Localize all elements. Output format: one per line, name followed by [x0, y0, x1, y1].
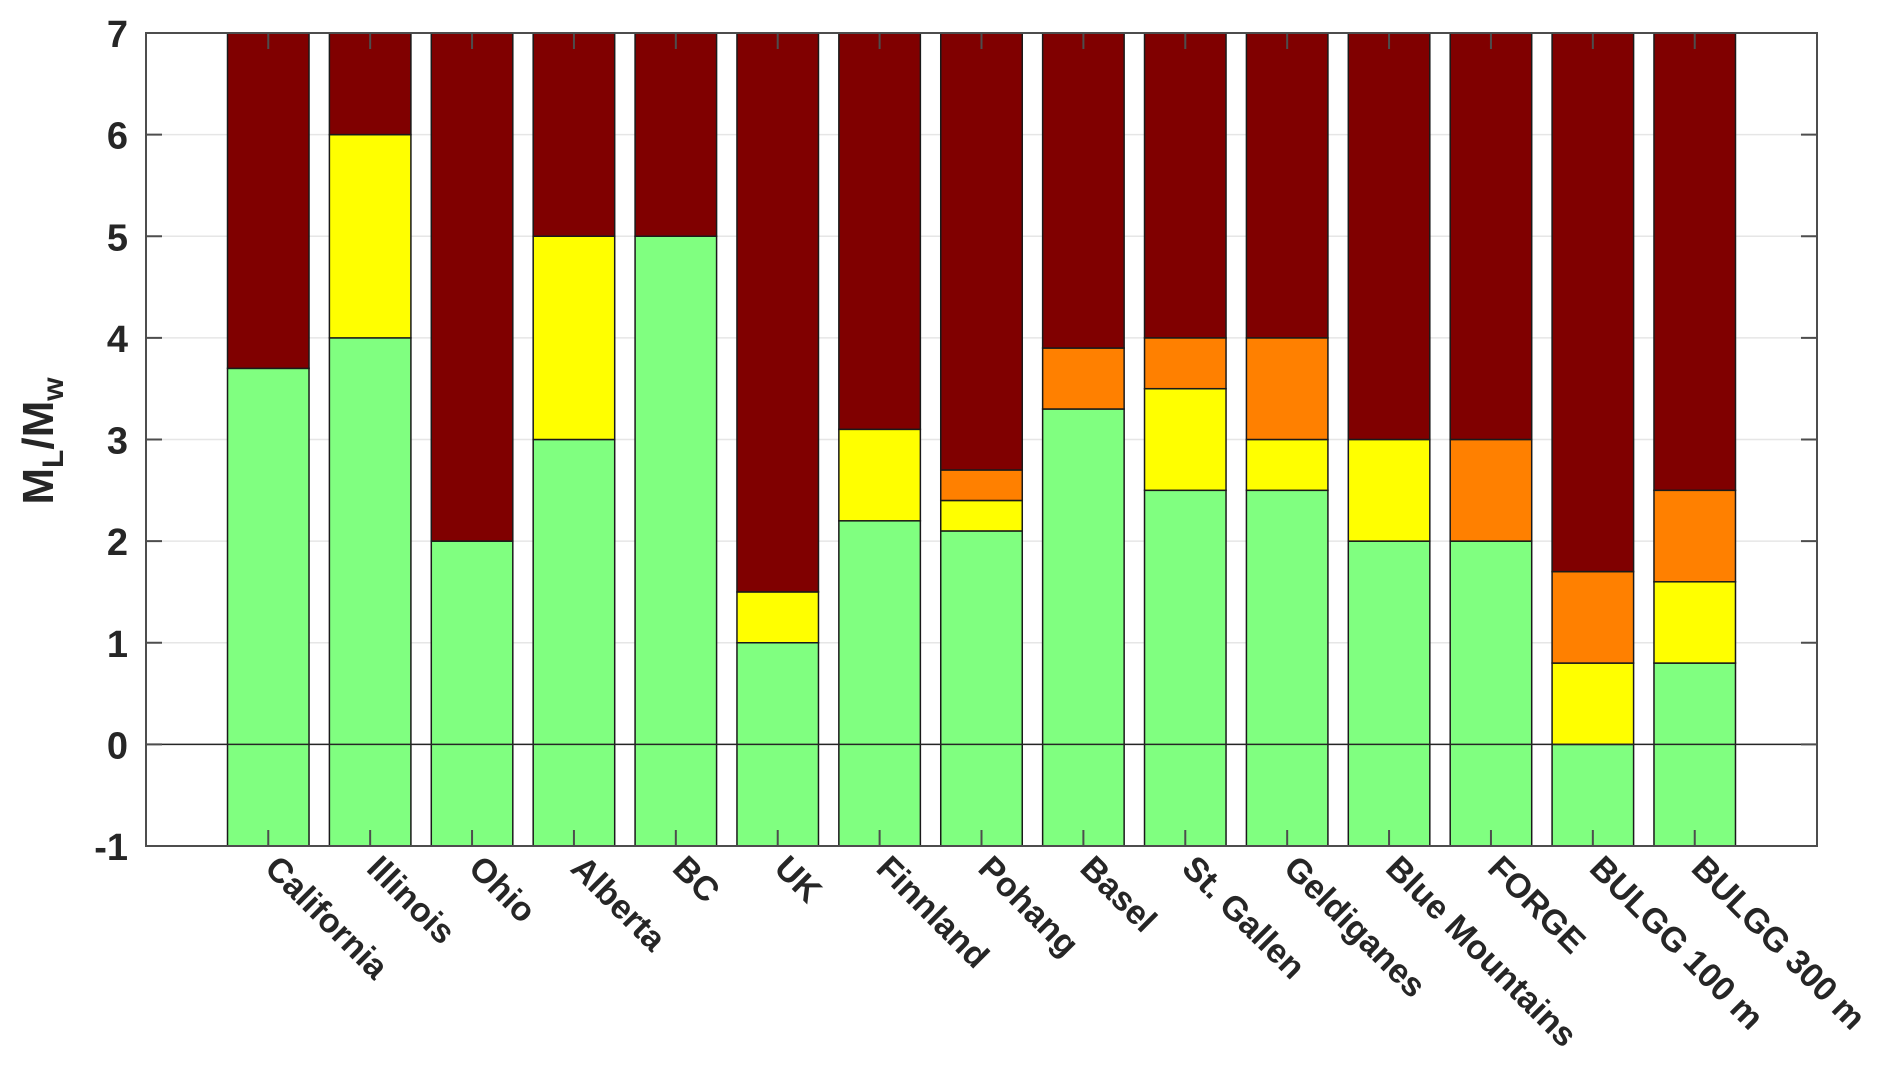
y-tick-label: -1: [94, 827, 128, 869]
bar-segment-yellow: [1551, 662, 1635, 746]
x-tick-label: Alberta: [563, 849, 673, 959]
y-tick-label: 6: [107, 116, 128, 158]
bar-segment-yellow: [838, 428, 922, 522]
bar-segment-orange: [1143, 337, 1227, 390]
y-axis-label-mid: /M: [14, 401, 63, 450]
y-tick-label: 0: [107, 725, 128, 767]
bar-segment-yellow: [1245, 438, 1329, 492]
bar-segment-darkred: [838, 32, 922, 431]
x-tick-label: BULGG 100 m: [1582, 849, 1771, 1038]
bar-segment-yellow: [1347, 438, 1431, 542]
bar-segment-orange: [1245, 337, 1329, 441]
bar-stack: [226, 32, 310, 847]
bar-stack: [1245, 32, 1329, 847]
bar-segment-yellow: [532, 235, 616, 441]
y-axis-label: ML/Mw: [14, 377, 70, 505]
bar-segment-darkred: [226, 32, 310, 370]
bar-stack: [939, 32, 1024, 847]
y-tick-label: 2: [107, 522, 128, 564]
bar-segment-orange: [939, 469, 1024, 502]
bar-segment-green: [1245, 489, 1329, 847]
bar-stack: [430, 32, 514, 847]
bar-stack: [1041, 32, 1125, 847]
x-tick-label: BC: [665, 849, 727, 911]
bar-segment-darkred: [328, 32, 412, 136]
bar-segment-green: [1449, 540, 1533, 847]
bar-segment-yellow: [1653, 581, 1737, 664]
bar-segment-yellow: [736, 591, 820, 644]
bar-stack: [1551, 32, 1635, 847]
bar-segment-darkred: [1245, 32, 1329, 339]
bar-stack: [838, 32, 922, 847]
bar-segment-darkred: [1551, 32, 1635, 573]
bar-segment-green: [634, 235, 718, 847]
bar-stack: [532, 32, 616, 847]
y-tick-label: 4: [107, 319, 128, 361]
bar-stack: [1347, 32, 1431, 847]
y-tick-label: 5: [107, 217, 128, 259]
bar-segment-darkred: [532, 32, 616, 237]
bar-segment-green: [939, 530, 1024, 847]
y-tick-label: 1: [107, 624, 128, 666]
bar-segment-green: [1653, 662, 1737, 847]
x-tick-label: Ohio: [461, 849, 543, 931]
bar-stack: [1449, 32, 1533, 847]
bar-segment-darkred: [1653, 32, 1737, 492]
bar-segment-orange: [1551, 570, 1635, 664]
bar-stack: [736, 32, 820, 847]
bar-segment-green: [430, 540, 514, 847]
bar-segment-orange: [1653, 489, 1737, 583]
bar-segment-darkred: [1041, 32, 1125, 349]
bar-segment-darkred: [736, 32, 820, 593]
bar-segment-darkred: [939, 32, 1024, 471]
bar-segment-green: [532, 438, 616, 847]
x-tick-label: Blue Mountains: [1378, 849, 1584, 1055]
bar-segment-darkred: [1143, 32, 1227, 339]
x-tick-label: Finnland: [869, 849, 996, 976]
bar-segment-orange: [1449, 438, 1533, 542]
axis-ticks: [146, 32, 1817, 847]
bar-segment-green: [328, 337, 412, 847]
bar-segment-green: [838, 520, 922, 847]
x-tick-label: BULGG 300 m: [1684, 849, 1873, 1038]
x-tick-label: Basel: [1073, 849, 1164, 940]
bars: [226, 32, 1737, 847]
bar-segment-darkred: [634, 32, 718, 237]
bar-segment-yellow: [328, 133, 412, 339]
bar-segment-green: [226, 367, 310, 847]
y-axis-label-sub-l: L: [37, 450, 70, 468]
bar-segment-yellow: [939, 499, 1024, 532]
x-tick-label: UK: [767, 849, 829, 911]
bar-segment-green: [1143, 489, 1227, 847]
bar-segment-green: [1347, 540, 1431, 847]
bar-segment-darkred: [1449, 32, 1533, 441]
y-axis-label-sub-w: w: [37, 377, 70, 402]
bar-segment-green: [1041, 408, 1125, 847]
bar-stack: [328, 32, 412, 847]
bar-segment-orange: [1041, 347, 1125, 410]
y-tick-label: 7: [107, 14, 128, 56]
bar-stack: [1653, 32, 1737, 847]
bar-segment-yellow: [1143, 387, 1227, 492]
bar-segment-darkred: [1347, 32, 1431, 441]
y-tick-label: 3: [107, 421, 128, 463]
bar-segment-darkred: [430, 32, 514, 542]
y-axis-label-main: M: [14, 468, 63, 505]
bar-stack: [1143, 32, 1227, 847]
y-tick-labels: -1 0 1 2 3 4 5 6 7: [94, 14, 128, 869]
x-tick-label: Illinois: [360, 849, 463, 952]
bar-stack: [634, 32, 718, 847]
